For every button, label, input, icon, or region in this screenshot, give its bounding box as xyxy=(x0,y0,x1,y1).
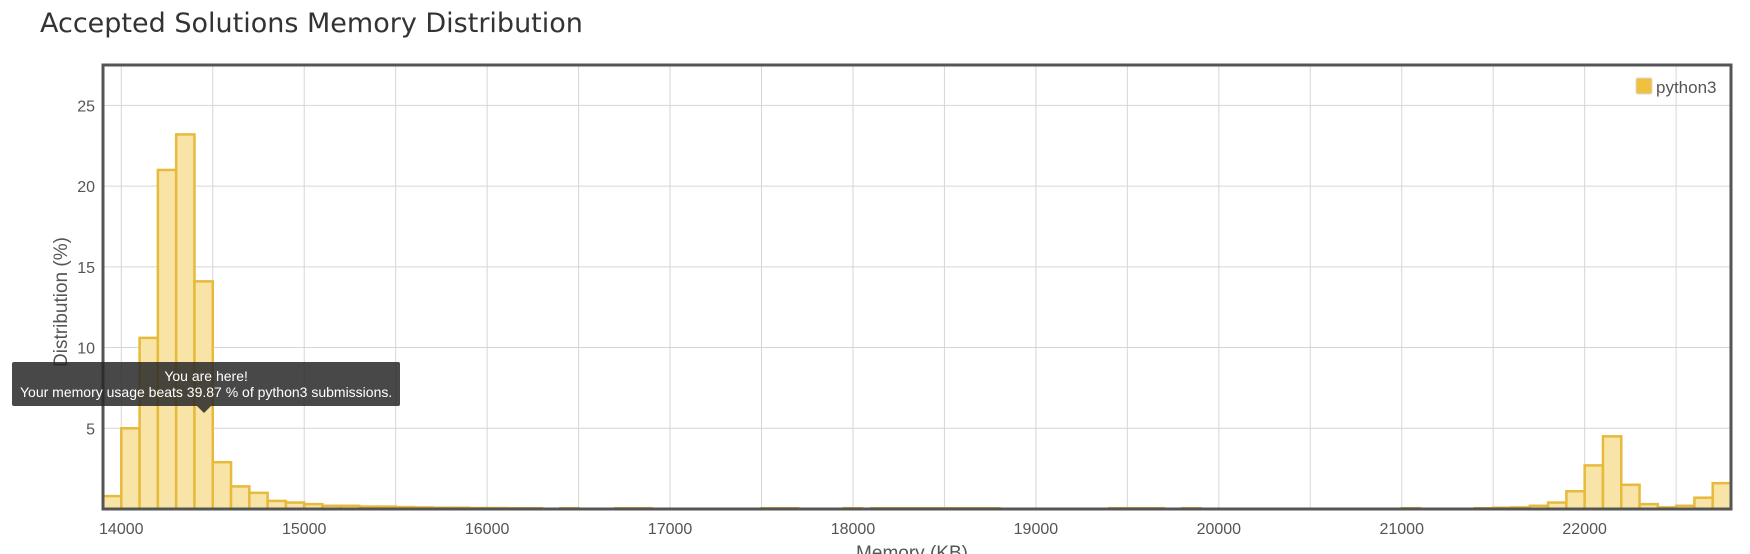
x-tick-label: 16000 xyxy=(465,521,510,538)
x-tick-label: 21000 xyxy=(1379,521,1424,538)
x-tick-label: 19000 xyxy=(1014,521,1059,538)
x-tick-label: 15000 xyxy=(282,521,327,538)
x-tick-label: 22000 xyxy=(1562,521,1607,538)
histogram-bar xyxy=(211,460,233,511)
histogram-bar xyxy=(229,485,251,511)
y-tick-label: 5 xyxy=(86,421,95,438)
y-axis-title: Distribution (%) xyxy=(51,237,72,367)
x-tick-label: 20000 xyxy=(1197,521,1242,538)
y-tick-label: 20 xyxy=(77,179,95,196)
y-tick-label: 25 xyxy=(77,98,95,115)
x-tick-label: 17000 xyxy=(648,521,693,538)
x-tick-label: 18000 xyxy=(831,521,876,538)
tooltip-title: You are here! xyxy=(164,368,248,384)
histogram-bar xyxy=(156,168,178,511)
tooltip-text: Your memory usage beats 39.87 % of pytho… xyxy=(20,384,393,400)
histogram-bar xyxy=(120,427,141,511)
you-are-here-tooltip: You are here! Your memory usage beats 39… xyxy=(12,362,401,413)
histogram-bar xyxy=(248,491,269,511)
chart-title: Accepted Solutions Memory Distribution xyxy=(40,8,583,39)
x-axis-title: Memory (KB) xyxy=(856,543,968,554)
legend-swatch[interactable] xyxy=(1635,77,1653,95)
y-tick-label: 15 xyxy=(77,260,95,277)
y-tick-label: 10 xyxy=(77,341,95,358)
grid-lines xyxy=(103,65,1731,509)
legend-label[interactable]: python3 xyxy=(1656,78,1717,97)
histogram-bar xyxy=(1693,496,1714,511)
histogram-bar xyxy=(1619,483,1641,511)
x-tick-label: 14000 xyxy=(99,521,144,538)
histogram-bar xyxy=(174,133,196,511)
histogram-bar xyxy=(1711,481,1733,511)
plot-frame xyxy=(101,63,1733,511)
histogram-bar xyxy=(1565,489,1586,511)
legend[interactable]: python3 xyxy=(1635,77,1717,97)
histogram-bar xyxy=(1601,435,1623,511)
histogram-bar xyxy=(101,494,123,511)
bar-series xyxy=(101,133,1733,511)
axes: 14000 15000 16000 17000 18000 19000 20000 21000… xyxy=(77,63,1733,538)
tooltip-arrow xyxy=(196,406,211,413)
histogram-bar xyxy=(1583,464,1605,511)
